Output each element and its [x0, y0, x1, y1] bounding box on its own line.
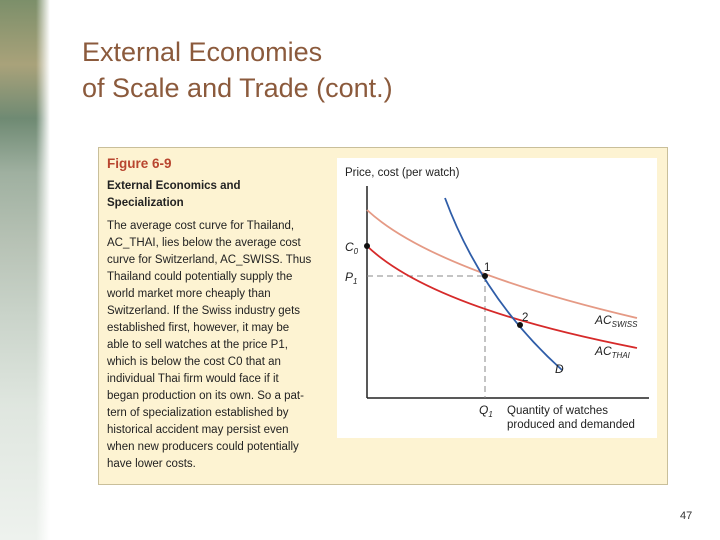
c0-point: [364, 243, 370, 249]
figure-caption-line: curve for Switzerland, AC_SWISS. Thus: [107, 254, 312, 266]
slide-title-line1: External Economies: [82, 37, 323, 67]
figure-caption-line: able to sell watches at the price P1,: [107, 339, 288, 351]
figure-caption-line: which is below the cost C0 that an: [107, 356, 281, 368]
ac-swiss-label: ACSWISS: [594, 313, 638, 329]
figure-caption-line: established first, however, it may be: [107, 322, 290, 334]
slide-title: External Economies of Scale and Trade (c…: [82, 34, 642, 106]
y-axis-label: Price, cost (per watch): [345, 167, 460, 179]
p1-label: P1: [345, 270, 357, 286]
equilibrium-point-1: [482, 273, 488, 279]
figure-label: Figure 6-9: [107, 156, 172, 171]
figure-heading-line1: External Economics and: [107, 180, 241, 192]
figure-caption-line: began production on its own. So a pat-: [107, 390, 304, 402]
point-1-label: 1: [484, 262, 490, 274]
ac-thai-label: ACTHAI: [594, 344, 631, 360]
x-axis-label-line2: produced and demanded: [507, 419, 635, 431]
q1-label: Q1: [479, 403, 493, 419]
figure-caption: The average cost curve for Thailand, AC_T…: [107, 218, 339, 473]
figure-caption-line: Thailand could potentially supply the: [107, 271, 293, 283]
figure-caption-line: individual Thai firm would face if it: [107, 373, 279, 385]
figure-heading: External Economics and Specialization: [107, 178, 337, 212]
figure-caption-line: when new producers could potentially: [107, 441, 299, 453]
figure-caption-line: AC_THAI, lies below the average cost: [107, 237, 301, 249]
diagram-area: Price, cost (per watch) C0 P1 1 2 ACSWIS…: [337, 158, 657, 438]
figure-caption-line: Switzerland. If the Swiss industry gets: [107, 305, 301, 317]
figure-caption-line: The average cost curve for Thailand,: [107, 220, 295, 232]
x-axis-label-line1: Quantity of watches: [507, 405, 608, 417]
slide-title-line2: of Scale and Trade (cont.): [82, 73, 393, 103]
c0-label: C0: [345, 240, 359, 256]
decorative-left-strip: [0, 0, 50, 540]
figure-heading-line2: Specialization: [107, 197, 184, 209]
figure-caption-line: have lower costs.: [107, 458, 196, 470]
figure-caption-line: historical accident may persist even: [107, 424, 289, 436]
demand-label: D: [555, 362, 564, 376]
diagram-svg: Price, cost (per watch) C0 P1 1 2 ACSWIS…: [345, 167, 649, 431]
ac-swiss-curve: [366, 209, 638, 319]
demand-curve: [444, 197, 563, 371]
page-number: 47: [680, 510, 693, 522]
figure-caption-line: tern of specialization established by: [107, 407, 289, 419]
equilibrium-point-2: [517, 322, 523, 328]
ac-thai-curve: [366, 245, 638, 349]
figure-caption-line: world market more cheaply than: [107, 288, 271, 300]
point-2-label: 2: [522, 312, 528, 324]
